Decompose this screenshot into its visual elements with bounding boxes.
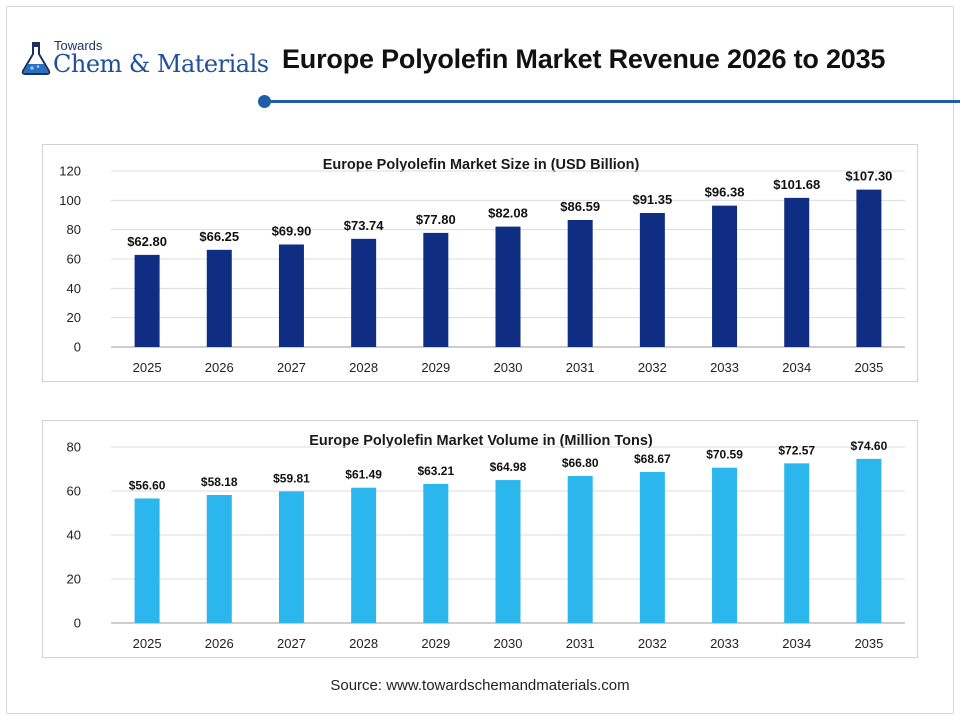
title-rule-dot (258, 95, 271, 108)
market-size-chart: Europe Polyolefin Market Size in (USD Bi… (42, 144, 918, 382)
bar (712, 467, 738, 623)
y-tick-label: 80 (67, 440, 81, 455)
bar (856, 458, 882, 623)
data-label: $64.98 (490, 460, 527, 474)
data-label: $59.81 (273, 471, 310, 485)
x-tick-label: 2031 (566, 636, 595, 651)
page-title: Europe Polyolefin Market Revenue 2026 to… (282, 44, 886, 74)
y-tick-label: 60 (67, 252, 81, 267)
title-rule (268, 100, 960, 103)
y-tick-label: 0 (74, 340, 81, 355)
x-tick-label: 2030 (494, 360, 523, 375)
y-tick-label: 60 (67, 484, 81, 499)
data-label: $62.80 (127, 234, 167, 249)
data-label: $73.74 (344, 218, 385, 233)
y-tick-label: 0 (74, 616, 81, 631)
bar (351, 487, 377, 623)
chart-title: Europe Polyolefin Market Volume in (Mill… (309, 433, 653, 449)
x-tick-label: 2034 (782, 636, 811, 651)
data-label: $61.49 (345, 468, 382, 482)
x-tick-label: 2027 (277, 360, 306, 375)
data-label: $63.21 (417, 464, 454, 478)
bar (639, 213, 665, 347)
data-label: $91.35 (632, 192, 672, 207)
data-label: $68.67 (634, 452, 671, 466)
x-tick-label: 2029 (421, 360, 450, 375)
y-tick-label: 40 (67, 528, 81, 543)
logo-big-text: Chem & Materials (53, 50, 269, 78)
bar (206, 495, 232, 623)
x-tick-label: 2029 (421, 636, 450, 651)
data-label: $66.80 (562, 456, 599, 470)
bar (856, 189, 882, 347)
chart-title: Europe Polyolefin Market Size in (USD Bi… (323, 157, 640, 173)
data-label: $70.59 (706, 448, 743, 462)
x-tick-label: 2034 (782, 360, 811, 375)
data-label: $56.60 (129, 478, 166, 492)
bar (206, 249, 232, 347)
brand-logo: Towards Chem & Materials (16, 38, 269, 78)
bar (639, 471, 665, 623)
source-note: Source: www.towardschemandmaterials.com (330, 677, 630, 694)
bar (278, 244, 304, 347)
data-label: $107.30 (845, 169, 892, 184)
x-tick-label: 2035 (854, 636, 883, 651)
x-tick-label: 2031 (566, 360, 595, 375)
market-volume-chart-svg: Europe Polyolefin Market Volume in (Mill… (67, 433, 905, 651)
x-tick-label: 2033 (710, 360, 739, 375)
bar (351, 238, 377, 347)
data-label: $96.38 (705, 185, 745, 200)
page-frame (6, 6, 954, 714)
x-tick-label: 2025 (133, 360, 162, 375)
bar (567, 220, 593, 347)
data-label: $69.90 (272, 223, 312, 238)
bar (495, 226, 521, 347)
y-tick-label: 40 (67, 281, 81, 296)
flask-icon (21, 42, 51, 75)
bar (567, 476, 593, 623)
bar (495, 480, 521, 623)
bar (784, 463, 810, 623)
bar (134, 254, 160, 347)
bar (278, 491, 304, 623)
bar (423, 232, 449, 347)
y-tick-label: 100 (59, 193, 81, 208)
bar (134, 498, 160, 623)
data-label: $58.18 (201, 475, 238, 489)
x-tick-label: 2026 (205, 360, 234, 375)
x-tick-label: 2032 (638, 636, 667, 651)
x-tick-label: 2028 (349, 636, 378, 651)
market-volume-chart: Europe Polyolefin Market Volume in (Mill… (42, 420, 918, 658)
bar (784, 197, 810, 347)
data-label: $72.57 (778, 443, 815, 457)
y-tick-label: 20 (67, 572, 81, 587)
logo-small-text: Towards (54, 38, 103, 53)
x-tick-label: 2032 (638, 360, 667, 375)
y-tick-label: 120 (59, 164, 81, 179)
bar (423, 483, 449, 623)
data-label: $82.08 (488, 206, 528, 221)
market-size-chart-svg: Europe Polyolefin Market Size in (USD Bi… (59, 157, 905, 375)
x-tick-label: 2025 (133, 636, 162, 651)
data-label: $101.68 (773, 177, 820, 192)
data-label: $66.25 (199, 229, 239, 244)
x-tick-label: 2027 (277, 636, 306, 651)
x-tick-label: 2026 (205, 636, 234, 651)
x-tick-label: 2030 (494, 636, 523, 651)
bar (712, 205, 738, 347)
y-tick-label: 20 (67, 310, 81, 325)
data-label: $86.59 (560, 199, 600, 214)
x-tick-label: 2033 (710, 636, 739, 651)
data-label: $77.80 (416, 212, 456, 227)
x-tick-label: 2028 (349, 360, 378, 375)
x-tick-label: 2035 (854, 360, 883, 375)
y-tick-label: 80 (67, 222, 81, 237)
data-label: $74.60 (851, 439, 888, 453)
